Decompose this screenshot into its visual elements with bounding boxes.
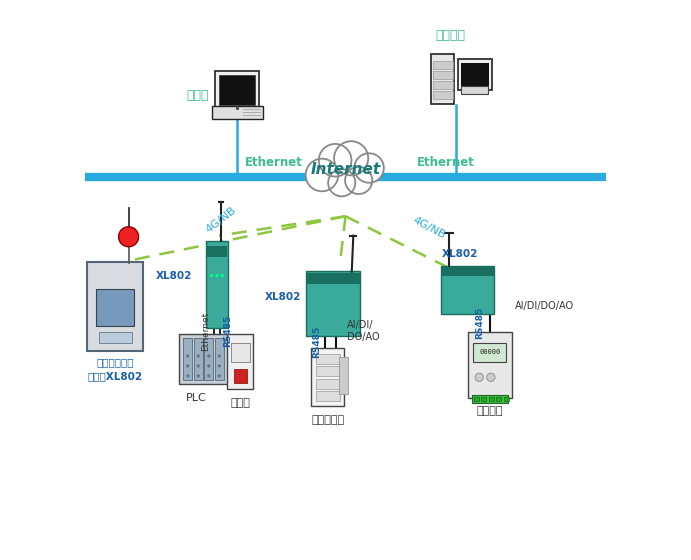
FancyBboxPatch shape	[482, 398, 486, 401]
Circle shape	[197, 374, 200, 377]
FancyBboxPatch shape	[180, 334, 229, 384]
Text: Ethernet: Ethernet	[417, 156, 474, 169]
FancyBboxPatch shape	[473, 343, 506, 362]
Circle shape	[319, 144, 352, 176]
Text: 4G/NB: 4G/NB	[204, 206, 238, 235]
Circle shape	[334, 141, 368, 175]
Text: XL802: XL802	[442, 250, 477, 259]
FancyBboxPatch shape	[183, 338, 192, 380]
FancyBboxPatch shape	[496, 398, 501, 401]
Text: Internet: Internet	[310, 162, 381, 176]
FancyBboxPatch shape	[489, 398, 494, 401]
Circle shape	[186, 354, 189, 358]
FancyBboxPatch shape	[215, 338, 224, 380]
Circle shape	[475, 373, 484, 381]
FancyBboxPatch shape	[97, 288, 134, 326]
FancyBboxPatch shape	[207, 246, 227, 256]
FancyBboxPatch shape	[433, 81, 453, 88]
FancyBboxPatch shape	[194, 338, 202, 380]
FancyBboxPatch shape	[219, 75, 256, 105]
Circle shape	[218, 364, 221, 367]
FancyBboxPatch shape	[468, 332, 511, 398]
Circle shape	[220, 274, 224, 277]
Circle shape	[305, 158, 338, 192]
Circle shape	[207, 364, 211, 367]
FancyBboxPatch shape	[87, 262, 144, 351]
Text: PLC: PLC	[185, 393, 206, 403]
Text: AI/DI/DO/AO: AI/DI/DO/AO	[515, 301, 574, 311]
Text: 00000: 00000	[479, 349, 500, 355]
FancyBboxPatch shape	[433, 91, 453, 99]
Circle shape	[354, 153, 384, 183]
FancyBboxPatch shape	[472, 395, 508, 403]
FancyBboxPatch shape	[234, 369, 247, 384]
FancyBboxPatch shape	[227, 334, 253, 389]
FancyBboxPatch shape	[441, 267, 494, 276]
FancyBboxPatch shape	[316, 366, 340, 376]
FancyBboxPatch shape	[99, 332, 132, 343]
FancyBboxPatch shape	[474, 398, 479, 401]
FancyBboxPatch shape	[306, 271, 360, 336]
Text: 电力仪表: 电力仪表	[476, 407, 503, 417]
FancyBboxPatch shape	[312, 348, 344, 406]
FancyBboxPatch shape	[206, 241, 228, 328]
FancyBboxPatch shape	[231, 343, 249, 362]
Text: 操作站: 操作站	[186, 90, 209, 102]
Circle shape	[218, 354, 221, 358]
Circle shape	[186, 374, 189, 377]
Text: RS485: RS485	[223, 315, 232, 347]
Text: 云服务器: 云服务器	[436, 29, 466, 41]
Text: Ethernet: Ethernet	[201, 312, 210, 351]
FancyBboxPatch shape	[433, 61, 453, 69]
Circle shape	[197, 354, 200, 358]
FancyBboxPatch shape	[462, 63, 489, 86]
FancyBboxPatch shape	[504, 398, 509, 401]
Circle shape	[207, 354, 211, 358]
FancyBboxPatch shape	[462, 86, 488, 94]
Text: RS485: RS485	[475, 307, 484, 339]
Circle shape	[486, 373, 495, 381]
Circle shape	[207, 374, 211, 377]
FancyBboxPatch shape	[431, 54, 454, 104]
FancyBboxPatch shape	[441, 265, 494, 314]
Circle shape	[197, 364, 200, 367]
Circle shape	[345, 167, 372, 194]
Circle shape	[215, 274, 218, 277]
Text: XL802: XL802	[156, 270, 193, 281]
Text: 环保监测控制
筱内配XL802: 环保监测控制 筱内配XL802	[88, 358, 143, 381]
FancyBboxPatch shape	[316, 379, 340, 389]
Text: 设备控制器: 设备控制器	[311, 415, 344, 424]
Circle shape	[218, 374, 221, 377]
Text: 4G/NB: 4G/NB	[410, 214, 446, 240]
Circle shape	[328, 169, 355, 197]
Text: AI/DI/
DO/AO: AI/DI/ DO/AO	[347, 320, 380, 342]
FancyBboxPatch shape	[307, 273, 359, 284]
FancyBboxPatch shape	[339, 357, 348, 394]
Text: RS485: RS485	[312, 326, 321, 358]
FancyBboxPatch shape	[205, 338, 214, 380]
FancyBboxPatch shape	[316, 391, 340, 401]
Text: Ethernet: Ethernet	[245, 156, 303, 169]
FancyBboxPatch shape	[316, 354, 340, 364]
Circle shape	[186, 364, 189, 367]
FancyBboxPatch shape	[211, 106, 263, 119]
Circle shape	[210, 274, 214, 277]
FancyBboxPatch shape	[433, 71, 453, 79]
Text: XL802: XL802	[265, 292, 301, 302]
Circle shape	[119, 227, 139, 247]
FancyBboxPatch shape	[216, 71, 259, 109]
FancyBboxPatch shape	[458, 59, 493, 90]
Text: 变频器: 变频器	[230, 398, 250, 408]
